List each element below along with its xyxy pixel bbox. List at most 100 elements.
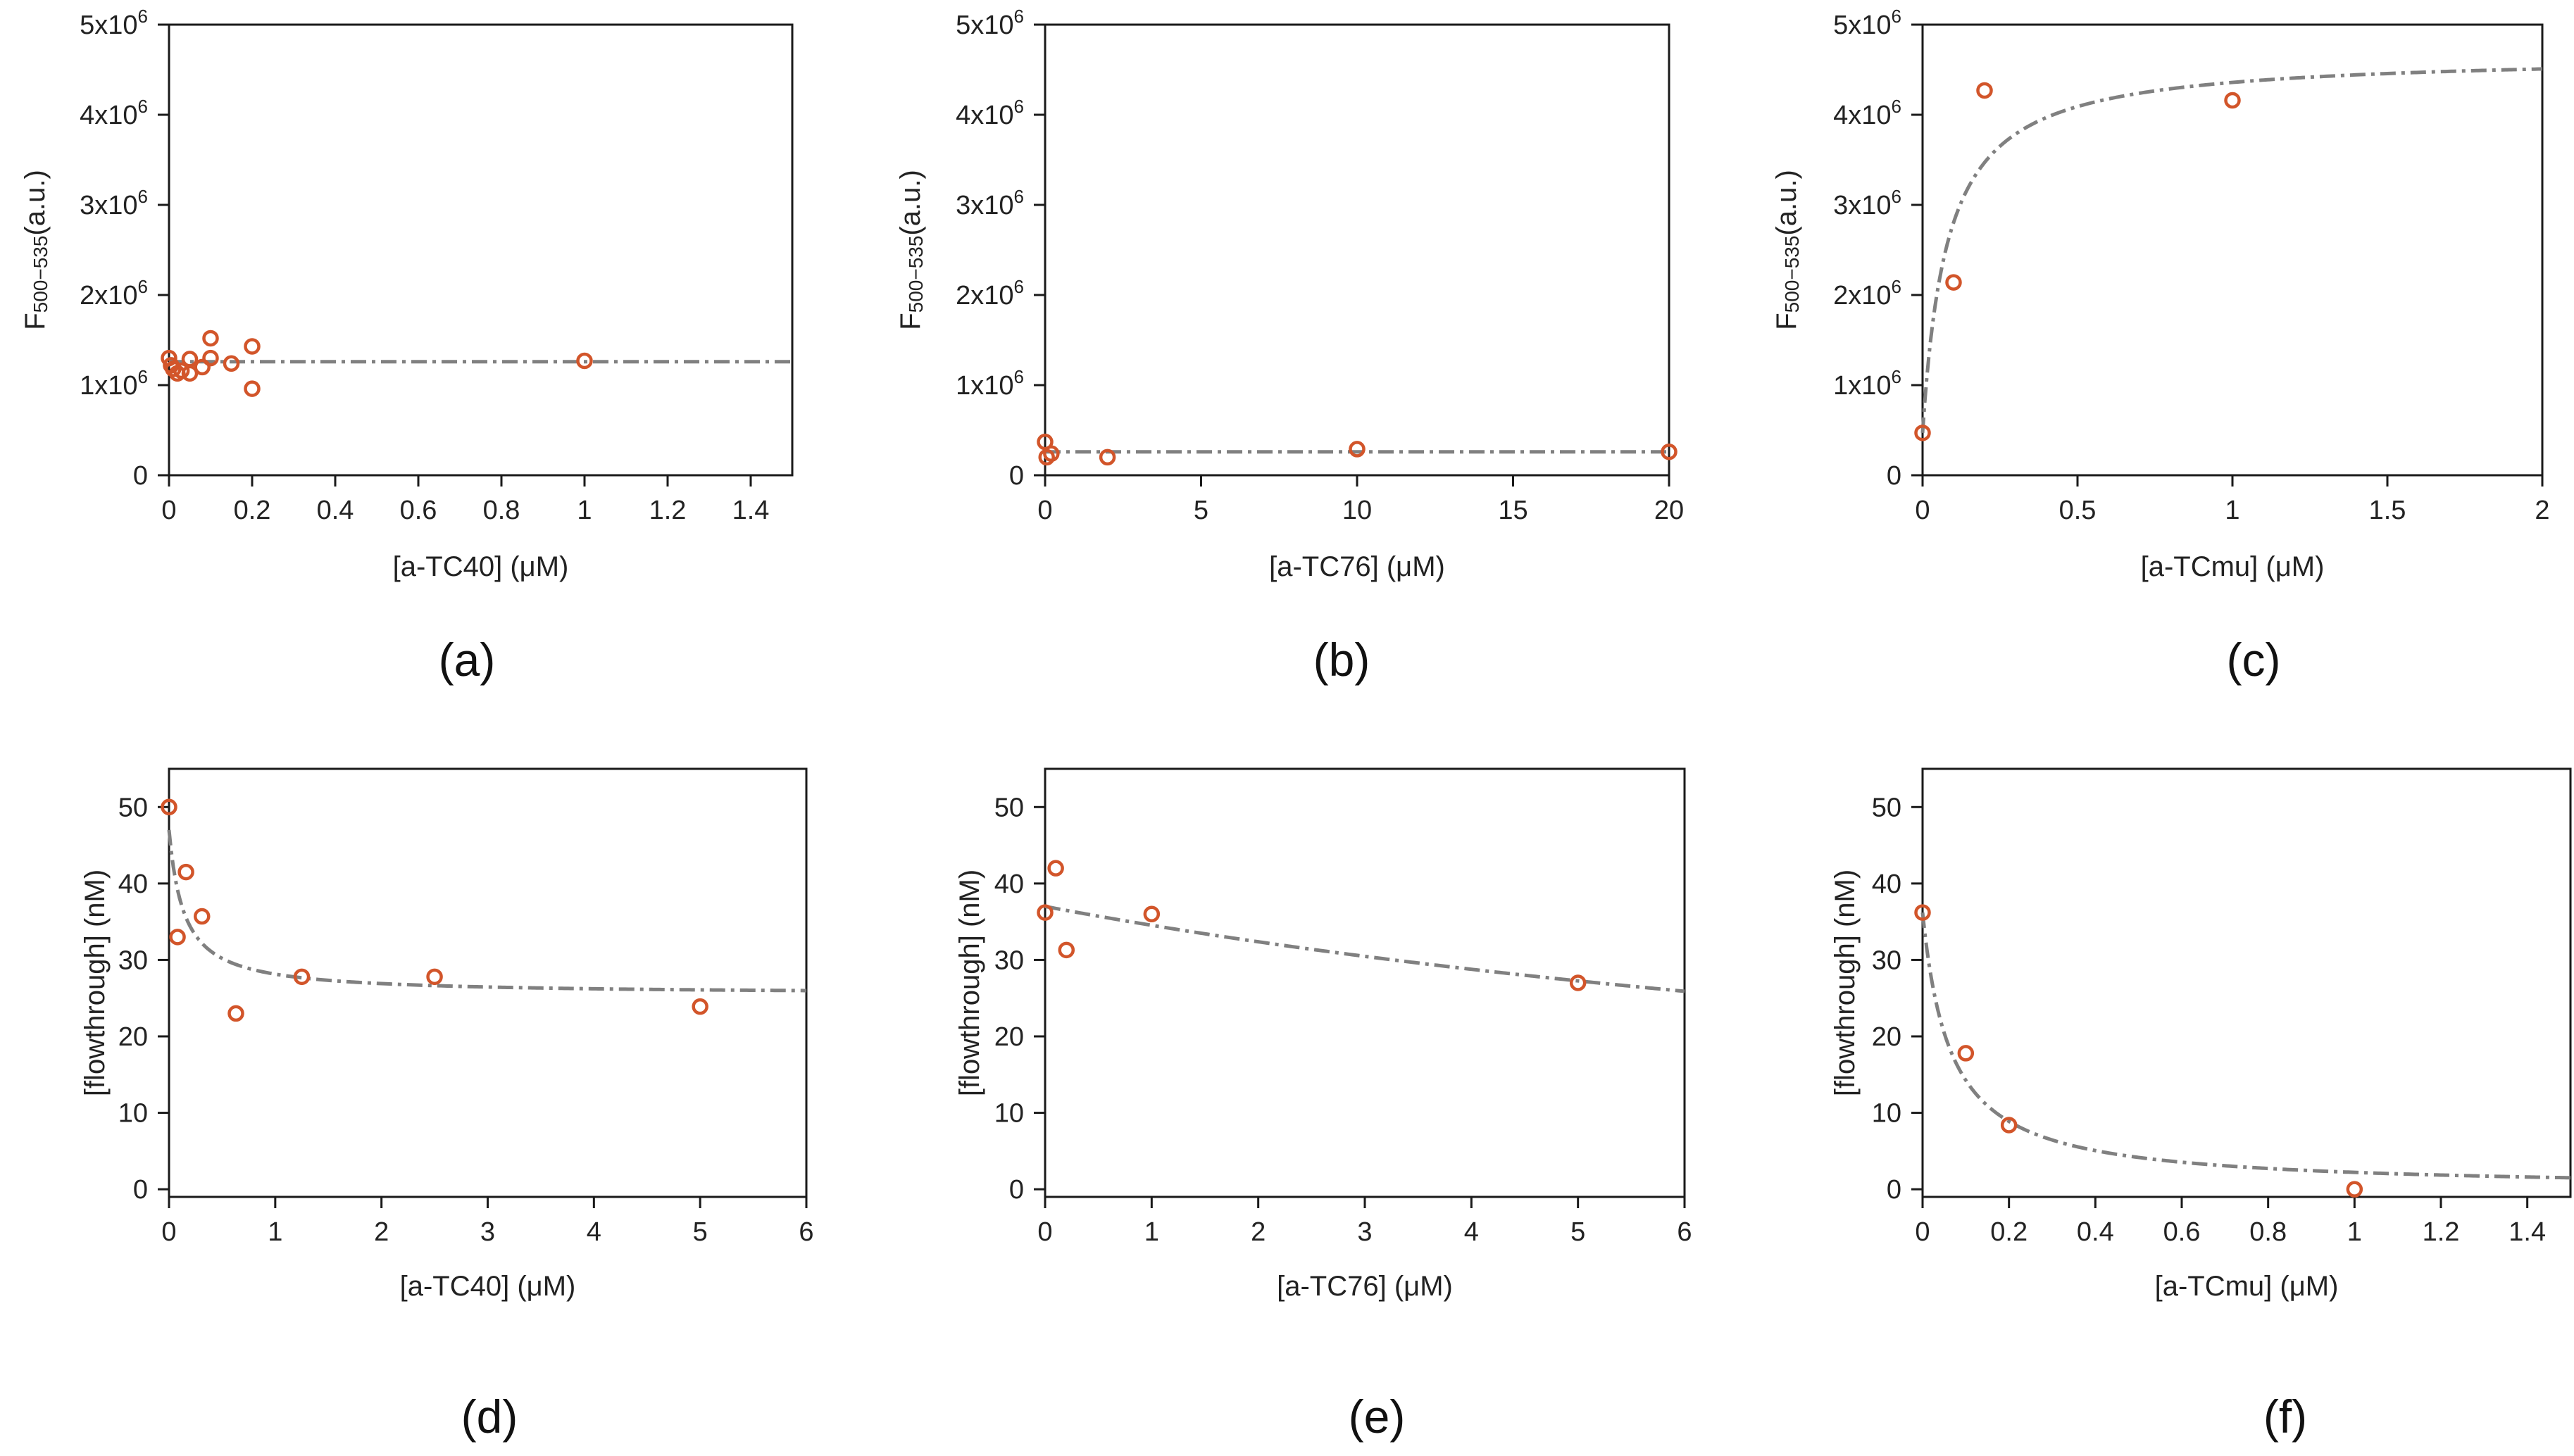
y-tick-label: 50 bbox=[1872, 793, 1901, 822]
y-axis-label: [flowthrough] (nM) bbox=[80, 870, 111, 1096]
y-tick-label: 3x106 bbox=[1833, 186, 1901, 220]
y-tick-label: 4x106 bbox=[1833, 96, 1901, 130]
data-point bbox=[1143, 905, 1161, 923]
y-tick-label: 30 bbox=[994, 946, 1024, 975]
data-point bbox=[1569, 974, 1587, 991]
y-tick-label: 2x106 bbox=[956, 276, 1024, 310]
data-point bbox=[1914, 904, 1931, 921]
data-point bbox=[1945, 274, 1962, 291]
chart-panel-a: 0 0.2 0.4 0.6 0.8 1 1.2 1.4 0 1x106 2x106 3x106 4x10… bbox=[20, 6, 794, 686]
x-tick-label: 3 bbox=[480, 1217, 495, 1247]
chart-panel-d: 0 1 2 3 4 5 6 0 10 20 30 40 50 [a-TC40] (μM) [flowthro… bbox=[80, 767, 814, 1443]
x-tick-label: 1 bbox=[2347, 1217, 2362, 1247]
y-tick-label: 20 bbox=[994, 1022, 1024, 1052]
x-tick-label: 2 bbox=[2535, 496, 2549, 525]
x-tick-label: 0.4 bbox=[2077, 1217, 2114, 1247]
data-point bbox=[244, 338, 261, 355]
panel-caption: (f) bbox=[2263, 1391, 2307, 1443]
y-tick-label: 30 bbox=[1872, 946, 1901, 975]
data-point bbox=[1058, 941, 1075, 959]
y-axis-label: F500−535(a.u.) bbox=[20, 170, 51, 330]
y-tick-label: 40 bbox=[994, 870, 1024, 899]
y-tick-label: 3x106 bbox=[956, 186, 1024, 220]
x-tick-label: 20 bbox=[1654, 496, 1684, 525]
y-tick-label: 1x106 bbox=[956, 366, 1024, 401]
x-tick-label: 0 bbox=[1037, 496, 1052, 525]
x-tick-label: 0.6 bbox=[400, 496, 437, 525]
panel-caption: (d) bbox=[461, 1391, 518, 1443]
y-tick-label: 30 bbox=[118, 946, 148, 975]
chart-panel-f: 0 0.2 0.4 0.6 0.8 1 1.2 1.4 0 10 20 30 40 50 [a-TCmu] … bbox=[1830, 767, 2572, 1443]
y-tick-label: 50 bbox=[118, 793, 148, 822]
y-tick-label: 0 bbox=[1887, 1175, 1901, 1205]
plot-frame bbox=[1921, 767, 2572, 1198]
y-tick-label: 10 bbox=[994, 1099, 1024, 1129]
data-point bbox=[181, 351, 199, 368]
chart-panel-e: 0 1 2 3 4 5 6 0 10 20 30 40 50 [a-TC76] (μM) [flowthro… bbox=[954, 767, 1692, 1443]
y-tick-label: 10 bbox=[118, 1099, 148, 1129]
chart-panel-b: 0 5 10 15 20 0 1x106 2x106 3x106 4x106 5x106 [a-TC7… bbox=[895, 6, 1684, 686]
data-point bbox=[2000, 1117, 2018, 1134]
x-tick-label: 6 bbox=[1677, 1217, 1692, 1247]
data-point bbox=[1099, 448, 1116, 466]
x-tick-label: 1.2 bbox=[2423, 1217, 2460, 1247]
data-point bbox=[181, 365, 199, 382]
x-tick-label: 0 bbox=[161, 1217, 176, 1247]
x-tick-label: 0.6 bbox=[2163, 1217, 2201, 1247]
x-tick-label: 0.2 bbox=[234, 496, 271, 525]
y-tick-label: 40 bbox=[1872, 870, 1901, 899]
data-point bbox=[244, 380, 261, 397]
y-axis-label: F500−535(a.u.) bbox=[1771, 170, 1803, 330]
x-tick-label: 3 bbox=[1357, 1217, 1372, 1247]
data-point bbox=[1661, 443, 1678, 460]
y-tick-label: 20 bbox=[1872, 1022, 1901, 1052]
data-point bbox=[1037, 904, 1054, 921]
x-tick-label: 0.5 bbox=[2059, 496, 2097, 525]
x-tick-label: 5 bbox=[1570, 1217, 1585, 1247]
x-tick-label: 1.4 bbox=[2509, 1217, 2546, 1247]
fit-curve bbox=[1920, 912, 2571, 1180]
x-tick-label: 4 bbox=[1464, 1217, 1479, 1247]
x-axis-label: [a-TC76] (μM) bbox=[1277, 1271, 1453, 1302]
x-tick-label: 1.4 bbox=[732, 496, 770, 525]
data-point bbox=[194, 908, 211, 925]
y-axis-label: [flowthrough] (nM) bbox=[954, 870, 985, 1096]
data-point bbox=[1047, 860, 1064, 877]
data-point bbox=[1957, 1045, 1975, 1062]
x-tick-label: 0 bbox=[1037, 1217, 1052, 1247]
y-tick-label: 5x106 bbox=[80, 6, 148, 40]
panel-caption: (c) bbox=[2227, 634, 2281, 686]
plot-frame bbox=[168, 767, 808, 1198]
x-tick-label: 1 bbox=[577, 496, 592, 525]
data-point bbox=[1043, 445, 1060, 463]
data-point bbox=[1349, 441, 1366, 458]
x-tick-label: 2 bbox=[374, 1217, 389, 1247]
y-tick-label: 4x106 bbox=[80, 96, 148, 130]
data-point bbox=[2224, 92, 2241, 109]
x-tick-label: 0 bbox=[1915, 1217, 1930, 1247]
x-tick-label: 1 bbox=[2225, 496, 2239, 525]
y-tick-label: 0 bbox=[133, 461, 148, 491]
y-tick-label: 4x106 bbox=[956, 96, 1024, 130]
data-point bbox=[194, 358, 211, 376]
data-point bbox=[426, 968, 443, 986]
x-tick-label: 15 bbox=[1498, 496, 1527, 525]
y-tick-label: 20 bbox=[118, 1022, 148, 1052]
x-tick-label: 0.8 bbox=[483, 496, 520, 525]
data-point bbox=[202, 349, 219, 367]
x-axis-label: [a-TCmu] (μM) bbox=[2141, 551, 2325, 582]
y-axis-label: [flowthrough] (nM) bbox=[1830, 870, 1861, 1096]
x-tick-label: 1 bbox=[268, 1217, 282, 1247]
x-tick-label: 0.4 bbox=[317, 496, 354, 525]
fit-curve bbox=[1920, 67, 2543, 434]
data-point bbox=[202, 330, 219, 347]
x-tick-label: 10 bbox=[1342, 496, 1372, 525]
data-point bbox=[177, 863, 194, 881]
y-axis-label: F500−535(a.u.) bbox=[895, 170, 927, 330]
panel-caption: (e) bbox=[1349, 1391, 1406, 1443]
y-tick-label: 1x106 bbox=[80, 366, 148, 401]
x-tick-label: 1.5 bbox=[2369, 496, 2406, 525]
x-tick-label: 1 bbox=[1144, 1217, 1159, 1247]
data-point bbox=[1976, 82, 1993, 99]
